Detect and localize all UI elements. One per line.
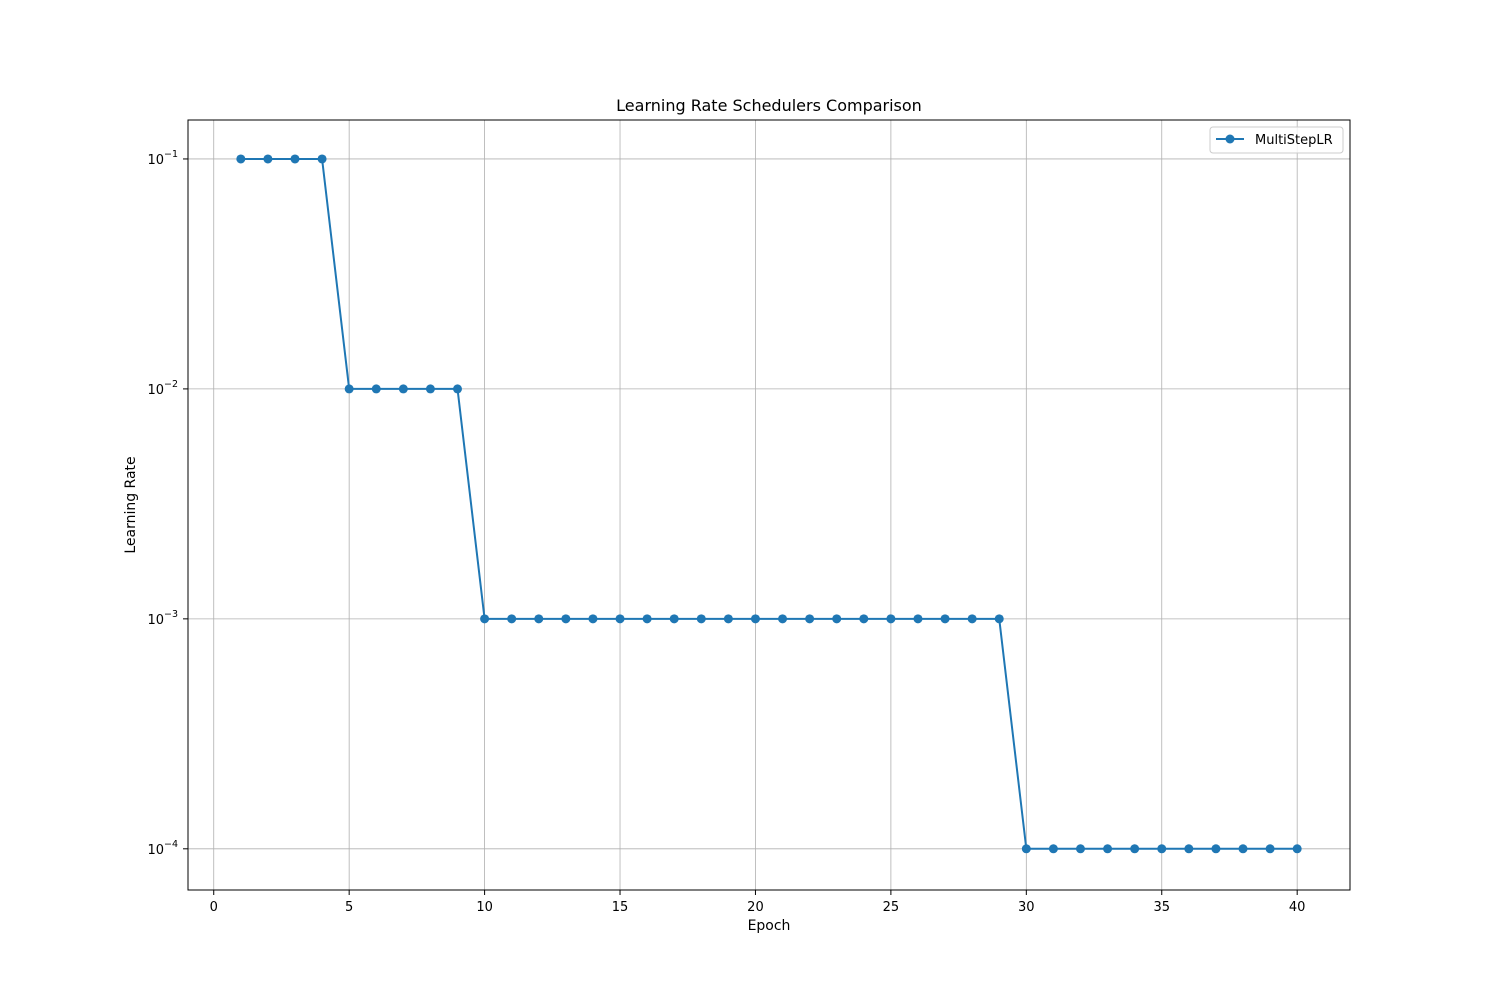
data-point: [696, 614, 706, 624]
legend-box: [1209, 126, 1344, 154]
series-line: [240, 157, 1298, 850]
data-point: [940, 614, 950, 624]
y-axis-ticks: 10−110−210−310−4: [147, 149, 188, 858]
data-point: [534, 614, 544, 624]
data-point: [1238, 844, 1248, 854]
legend: MultiStepLR: [1209, 126, 1344, 154]
grid: [188, 120, 1350, 890]
data-point: [1075, 844, 1085, 854]
y-tick-base: 10: [147, 613, 164, 628]
x-axis-ticks: 0 5 10 15 20 25 30 35 40: [210, 890, 1306, 915]
series-layer: [236, 154, 1302, 854]
data-point: [1021, 844, 1031, 854]
data-point: [425, 384, 435, 394]
data-point: [778, 614, 788, 624]
y-tick-exponent: −2: [164, 379, 178, 390]
y-tick-label: 10−2: [147, 379, 178, 398]
data-point: [1157, 844, 1167, 854]
data-point: [398, 384, 408, 394]
data-point: [263, 154, 273, 164]
data-point: [480, 614, 490, 624]
x-tick-label: 20: [747, 900, 764, 915]
data-point: [561, 614, 571, 624]
y-tick-base: 10: [147, 843, 164, 858]
data-point: [967, 614, 977, 624]
data-point: [913, 614, 923, 624]
data-point: [317, 154, 327, 164]
plot-frame: [187, 119, 1351, 891]
x-tick-label: 30: [1018, 900, 1035, 915]
chart-title: Learning Rate Schedulers Comparison: [616, 96, 922, 115]
data-point: [750, 614, 760, 624]
data-point: [1265, 844, 1275, 854]
x-tick-label: 35: [1153, 900, 1170, 915]
data-point: [1211, 844, 1221, 854]
x-tick-label: 10: [476, 900, 493, 915]
legend-label: MultiStepLR: [1255, 133, 1333, 148]
data-point: [1130, 844, 1140, 854]
y-tick-exponent: −4: [164, 839, 178, 850]
data-point: [344, 384, 354, 394]
y-tick-base: 10: [147, 383, 164, 398]
data-point: [453, 384, 463, 394]
data-point: [805, 614, 815, 624]
data-point: [669, 614, 679, 624]
y-axis-label: Learning Rate: [123, 456, 139, 553]
y-tick-exponent: −1: [164, 149, 178, 160]
data-point: [1048, 844, 1058, 854]
legend-marker: [1225, 134, 1235, 144]
data-point: [615, 614, 625, 624]
data-point: [371, 384, 381, 394]
data-point: [832, 614, 842, 624]
x-axis-label: Epoch: [748, 918, 791, 934]
data-point: [236, 154, 246, 164]
data-point: [642, 614, 652, 624]
data-point: [886, 614, 896, 624]
x-tick-label: 25: [883, 900, 900, 915]
data-point: [723, 614, 733, 624]
x-tick-label: 5: [345, 900, 353, 915]
data-point: [588, 614, 598, 624]
data-point: [507, 614, 517, 624]
x-tick-label: 40: [1289, 900, 1306, 915]
y-tick-label: 10−1: [147, 149, 178, 168]
data-point: [290, 154, 300, 164]
x-tick-label: 15: [612, 900, 629, 915]
data-point: [1103, 844, 1113, 854]
x-tick-label: 0: [210, 900, 218, 915]
data-point: [859, 614, 869, 624]
y-tick-exponent: −3: [164, 609, 178, 620]
data-point: [1292, 844, 1302, 854]
data-point: [1184, 844, 1194, 854]
data-point: [994, 614, 1004, 624]
y-tick-label: 10−3: [147, 609, 178, 628]
y-tick-base: 10: [147, 153, 164, 168]
y-tick-label: 10−4: [147, 839, 178, 858]
